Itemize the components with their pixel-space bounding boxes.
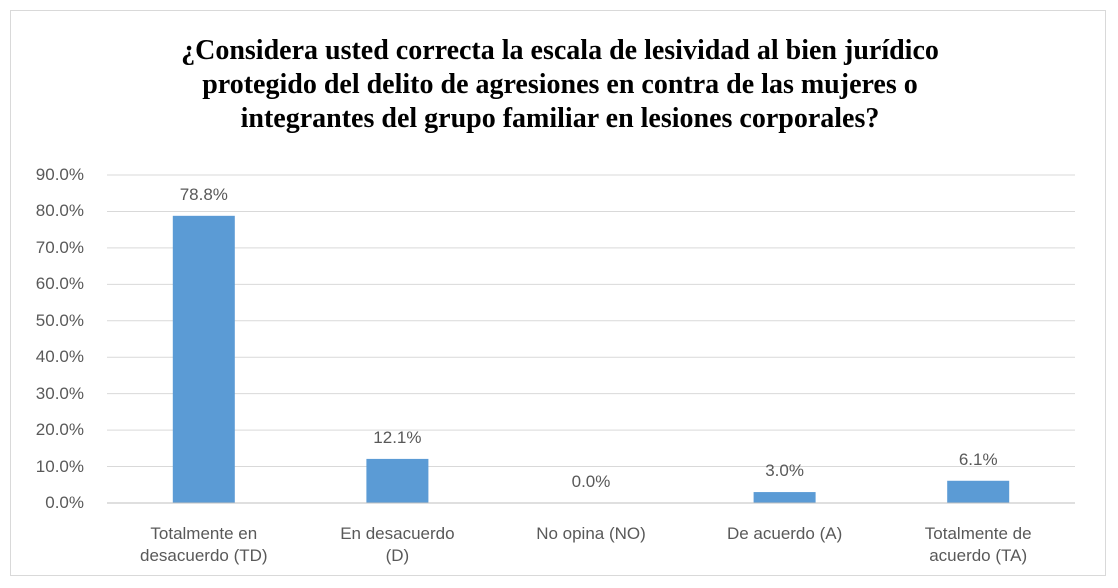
y-tick-label: 0.0% <box>45 493 84 512</box>
y-tick-label: 40.0% <box>35 347 84 367</box>
data-label: 12.1% <box>373 427 422 447</box>
x-tick-label: De acuerdo (A) <box>726 524 843 543</box>
y-tick-label: 10.0% <box>35 456 84 476</box>
x-tick-label: Totalmente de acuerdo (TA) <box>924 524 1032 565</box>
x-tick-label: No opina (NO) <box>536 524 646 543</box>
data-label: 78.8% <box>179 184 228 204</box>
y-tick-label: 90.0% <box>35 165 84 184</box>
bar <box>753 492 816 503</box>
data-label: 3.0% <box>765 461 804 481</box>
x-tick-label: En desacuerdo (D) <box>340 524 455 565</box>
chart-frame <box>10 10 1106 576</box>
y-tick-label: 60.0% <box>35 274 84 294</box>
y-tick-label: 30.0% <box>35 383 84 403</box>
data-label: 6.1% <box>958 449 998 469</box>
x-tick-label: Totalmente en desacuerdo (TD) <box>140 524 268 565</box>
bar <box>366 458 429 503</box>
y-tick-label: 20.0% <box>35 420 84 440</box>
y-tick-label: 70.0% <box>35 237 84 257</box>
y-tick-label: 50.0% <box>35 310 84 330</box>
bar <box>172 215 235 503</box>
data-label: 0.0% <box>571 472 611 491</box>
y-tick-label: 80.0% <box>35 201 84 221</box>
chart-title: ¿Considera usted correcta la escala de l… <box>181 35 939 134</box>
bar <box>947 480 1010 503</box>
